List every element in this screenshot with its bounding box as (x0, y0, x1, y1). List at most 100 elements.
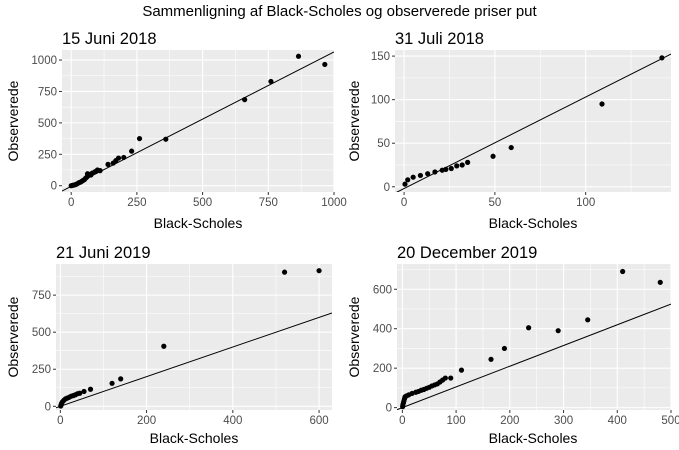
x-tick-label: 750 (259, 197, 278, 209)
data-point (458, 367, 465, 373)
chart-title: 31 Juli 2018 (395, 30, 484, 48)
chart-title: 15 Juni 2018 (62, 30, 157, 48)
data-point (405, 177, 411, 183)
y-tick-label: 400 (373, 324, 392, 336)
data-point (490, 153, 496, 159)
data-point (425, 171, 431, 177)
y-tick-label: 50 (377, 138, 390, 150)
x-tick-label: 0 (399, 415, 405, 427)
x-tick-label: 250 (127, 197, 146, 209)
data-point (81, 388, 87, 395)
chart-panel: 0 100 200 300 400 500 0 200 400 600 20 December 20… (346, 244, 679, 446)
x-tick-label: 500 (661, 415, 679, 427)
data-point (555, 328, 561, 334)
data-point (659, 55, 665, 61)
data-point (118, 376, 124, 382)
y-axis-label: Observerede (346, 296, 362, 377)
y-tick-label: 1000 (31, 55, 57, 67)
data-point (585, 317, 591, 323)
reference-line (397, 303, 671, 410)
data-point (161, 343, 167, 349)
data-point (442, 375, 448, 381)
x-axis-label: Black-Scholes (150, 430, 239, 446)
data-point (97, 168, 103, 174)
figure-title: Sammenligning af Black-Scholes og observ… (142, 3, 537, 20)
y-tick-label: 0 (51, 181, 57, 193)
data-point (242, 97, 248, 103)
data-point (105, 161, 111, 167)
data-point (136, 135, 143, 142)
data-point (417, 172, 424, 179)
plot-area (56, 264, 332, 410)
chart-panel: 0 200 400 600 0 250 500 750 21 Juni 2019 Black-Sc… (5, 244, 332, 446)
y-tick-label: 250 (38, 149, 57, 161)
data-point (599, 101, 605, 107)
data-point (501, 345, 508, 352)
x-tick-label: 100 (447, 415, 466, 427)
data-point (402, 181, 408, 187)
y-tick-label: 0 (45, 401, 51, 413)
chart-title: 20 December 2019 (397, 244, 537, 262)
data-point (443, 166, 449, 172)
y-tick-label: 750 (38, 86, 57, 98)
reference-line (62, 51, 334, 192)
data-point (508, 144, 514, 151)
y-tick-label: 200 (373, 363, 392, 375)
y-tick-label: 500 (38, 118, 57, 130)
data-point (454, 163, 460, 169)
plot-area (62, 50, 334, 192)
chart-panel: 0 250 500 750 1000 0 250 500 750 1000 15 Juni 2018… (5, 30, 347, 231)
x-tick-label: 100 (576, 197, 595, 209)
data-point (281, 269, 288, 275)
data-point (657, 279, 663, 285)
data-point (77, 390, 83, 396)
data-point (459, 162, 465, 168)
data-point (448, 165, 454, 172)
data-point (620, 268, 626, 275)
x-axis-label: Black-Scholes (489, 215, 578, 231)
y-tick-label: 750 (32, 290, 51, 302)
chart-title: 21 Juni 2019 (56, 244, 151, 262)
data-point (115, 155, 122, 161)
x-tick-label: 0 (401, 197, 407, 209)
x-axis-label: Black-Scholes (154, 215, 243, 231)
x-tick-label: 50 (488, 197, 501, 209)
reference-line (56, 312, 332, 409)
x-tick-label: 600 (309, 415, 328, 427)
data-point (87, 386, 94, 392)
data-point (295, 53, 302, 59)
x-tick-label: 400 (608, 415, 627, 427)
x-tick-label: 500 (193, 197, 212, 209)
data-point (488, 356, 494, 362)
chart-panel: 0 50 100 0 50 100 150 31 Juli 2018 Black-Scholes… (346, 30, 671, 231)
y-tick-label: 150 (371, 51, 390, 63)
plot-panel (56, 264, 332, 410)
x-tick-label: 200 (137, 415, 156, 427)
y-tick-label: 250 (32, 364, 51, 376)
data-point (410, 174, 416, 180)
x-axis-label: Black-Scholes (489, 430, 578, 446)
x-tick-label: 200 (500, 415, 519, 427)
data-point (526, 325, 532, 331)
data-point (121, 154, 127, 161)
data-point (129, 148, 135, 154)
data-point (268, 78, 274, 85)
x-tick-label: 0 (68, 197, 74, 209)
y-tick-label: 0 (384, 182, 390, 194)
data-point (448, 375, 454, 381)
data-point (432, 169, 438, 175)
y-tick-label: 500 (32, 327, 51, 339)
data-point (316, 268, 322, 274)
data-point (465, 159, 471, 165)
y-axis-label: Observerede (5, 80, 21, 161)
x-tick-label: 300 (554, 415, 573, 427)
data-point (163, 136, 169, 142)
plot-area (395, 50, 671, 192)
x-tick-label: 1000 (321, 197, 347, 209)
y-axis-label: Observerede (346, 80, 362, 161)
y-axis-label: Observerede (5, 296, 21, 377)
x-tick-label: 0 (57, 415, 63, 427)
y-tick-label: 100 (371, 95, 390, 107)
